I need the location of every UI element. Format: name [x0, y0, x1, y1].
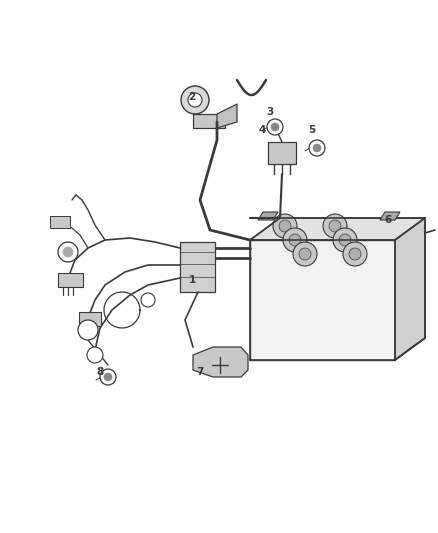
- Bar: [50, 216, 70, 228]
- Bar: [180, 242, 215, 292]
- Bar: [79, 312, 101, 326]
- Text: 8: 8: [96, 367, 104, 377]
- Circle shape: [141, 293, 155, 307]
- Circle shape: [104, 373, 112, 381]
- Circle shape: [100, 369, 116, 385]
- Circle shape: [299, 248, 311, 260]
- Polygon shape: [258, 212, 278, 220]
- Polygon shape: [250, 218, 425, 240]
- Circle shape: [283, 228, 307, 252]
- Circle shape: [181, 86, 209, 114]
- Text: 5: 5: [308, 125, 316, 135]
- Text: 3: 3: [266, 107, 274, 117]
- Circle shape: [289, 234, 301, 246]
- Circle shape: [78, 320, 98, 340]
- Circle shape: [323, 214, 347, 238]
- Bar: [58, 273, 83, 287]
- Polygon shape: [380, 212, 400, 220]
- Polygon shape: [395, 218, 425, 360]
- Polygon shape: [217, 104, 237, 128]
- Circle shape: [87, 347, 103, 363]
- Circle shape: [58, 242, 78, 262]
- Circle shape: [329, 220, 341, 232]
- Polygon shape: [193, 347, 248, 377]
- Text: 1: 1: [188, 275, 196, 285]
- Circle shape: [271, 123, 279, 131]
- Circle shape: [339, 234, 351, 246]
- Text: 2: 2: [188, 92, 196, 102]
- Circle shape: [343, 242, 367, 266]
- Circle shape: [313, 144, 321, 152]
- Text: 7: 7: [196, 367, 204, 377]
- Circle shape: [267, 119, 283, 135]
- Circle shape: [349, 248, 361, 260]
- Circle shape: [293, 242, 317, 266]
- Circle shape: [273, 214, 297, 238]
- Circle shape: [63, 247, 73, 257]
- Polygon shape: [193, 114, 225, 128]
- Polygon shape: [250, 240, 395, 360]
- Polygon shape: [268, 142, 296, 164]
- Circle shape: [279, 220, 291, 232]
- Circle shape: [333, 228, 357, 252]
- Circle shape: [188, 93, 202, 107]
- Circle shape: [309, 140, 325, 156]
- Text: 4: 4: [258, 125, 266, 135]
- Text: 6: 6: [385, 215, 392, 225]
